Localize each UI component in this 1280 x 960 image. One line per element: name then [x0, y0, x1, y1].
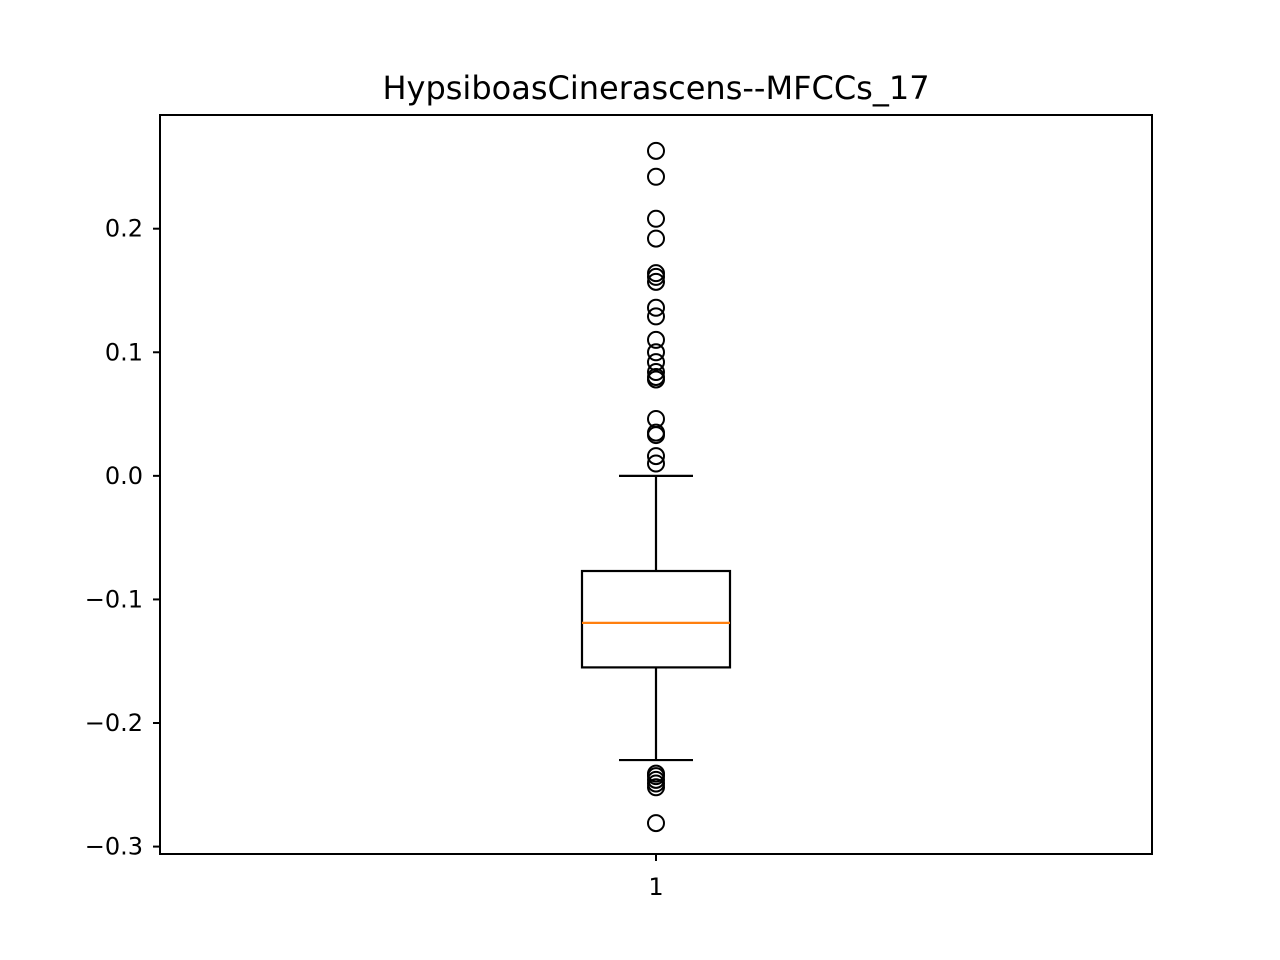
flier-point: [647, 229, 665, 248]
y-tick-label: −0.1: [85, 585, 143, 613]
flier-point: [647, 353, 665, 372]
plot-frame: [159, 114, 1153, 855]
flier-point: [647, 447, 665, 466]
y-tick-label: 0.1: [105, 338, 143, 366]
y-tick-label: 0.2: [105, 215, 143, 243]
y-tick-label: 0.0: [105, 462, 143, 490]
flier-point: [647, 814, 665, 833]
flier-point: [647, 454, 665, 473]
flier-point: [647, 209, 665, 228]
flier-point: [647, 370, 665, 389]
y-tick-label: −0.2: [85, 709, 143, 737]
flier-point: [647, 307, 665, 326]
flier-point: [647, 343, 665, 362]
flier-point: [647, 426, 665, 445]
flier-point: [647, 272, 665, 291]
flier-point: [647, 141, 665, 160]
flier-group: [647, 141, 665, 833]
flier-point: [647, 267, 665, 286]
box-iqr: [580, 569, 732, 669]
flier-point: [647, 330, 665, 349]
flier-point: [647, 778, 665, 797]
y-tick-label: −0.3: [85, 833, 143, 861]
chart-title: HypsiboasCinerascens--MFCCs_17: [382, 69, 929, 107]
flier-point: [647, 167, 665, 186]
flier-point: [647, 298, 665, 317]
x-tick-label: 1: [648, 873, 663, 901]
box-group: [580, 474, 732, 762]
axes: −0.3 −0.2 −0.1 0.0 0.1 0.2 1: [85, 215, 664, 901]
flier-point: [647, 363, 665, 382]
